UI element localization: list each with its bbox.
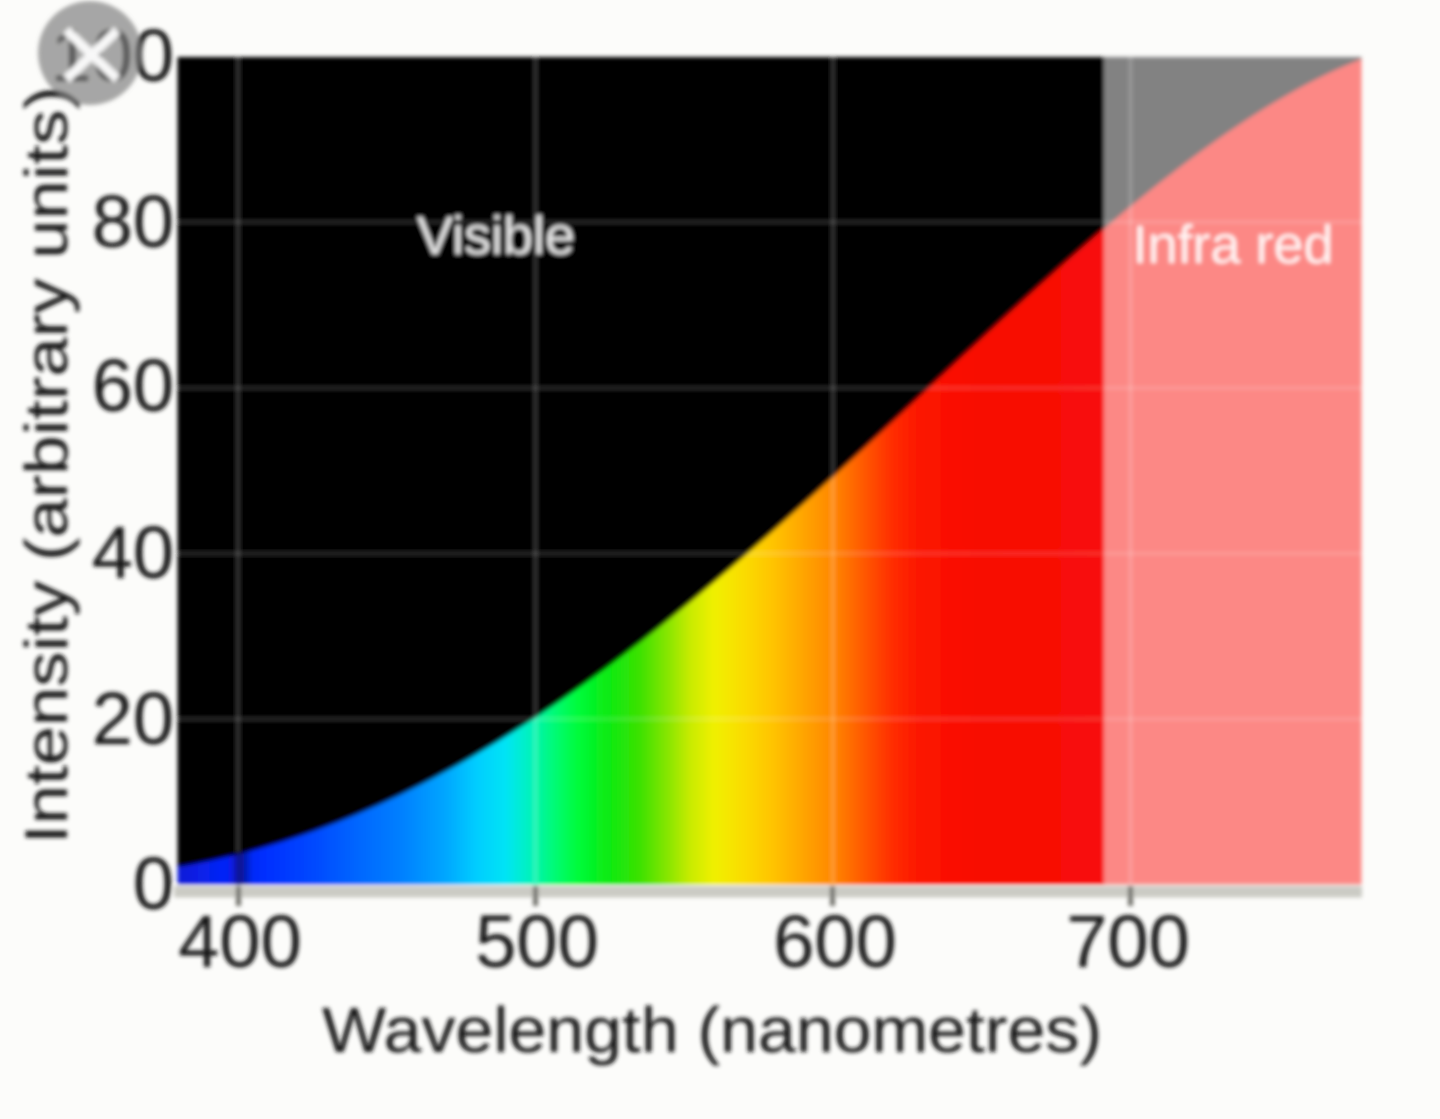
svg-text:40: 40: [92, 511, 174, 594]
svg-text:500: 500: [475, 900, 598, 983]
svg-text:400: 400: [178, 900, 301, 983]
svg-text:Intensity (arbitrary units): Intensity (arbitrary units): [13, 86, 80, 844]
svg-text:0: 0: [133, 842, 174, 925]
svg-text:60: 60: [92, 344, 174, 427]
svg-text:Wavelength (nanometres): Wavelength (nanometres): [322, 994, 1102, 1066]
svg-text:80: 80: [92, 180, 174, 263]
svg-text:700: 700: [1066, 900, 1189, 983]
svg-text:20: 20: [92, 677, 174, 760]
svg-text:600: 600: [773, 900, 896, 983]
svg-text:Infra red: Infra red: [1132, 215, 1333, 275]
svg-text:Visible: Visible: [417, 206, 575, 266]
